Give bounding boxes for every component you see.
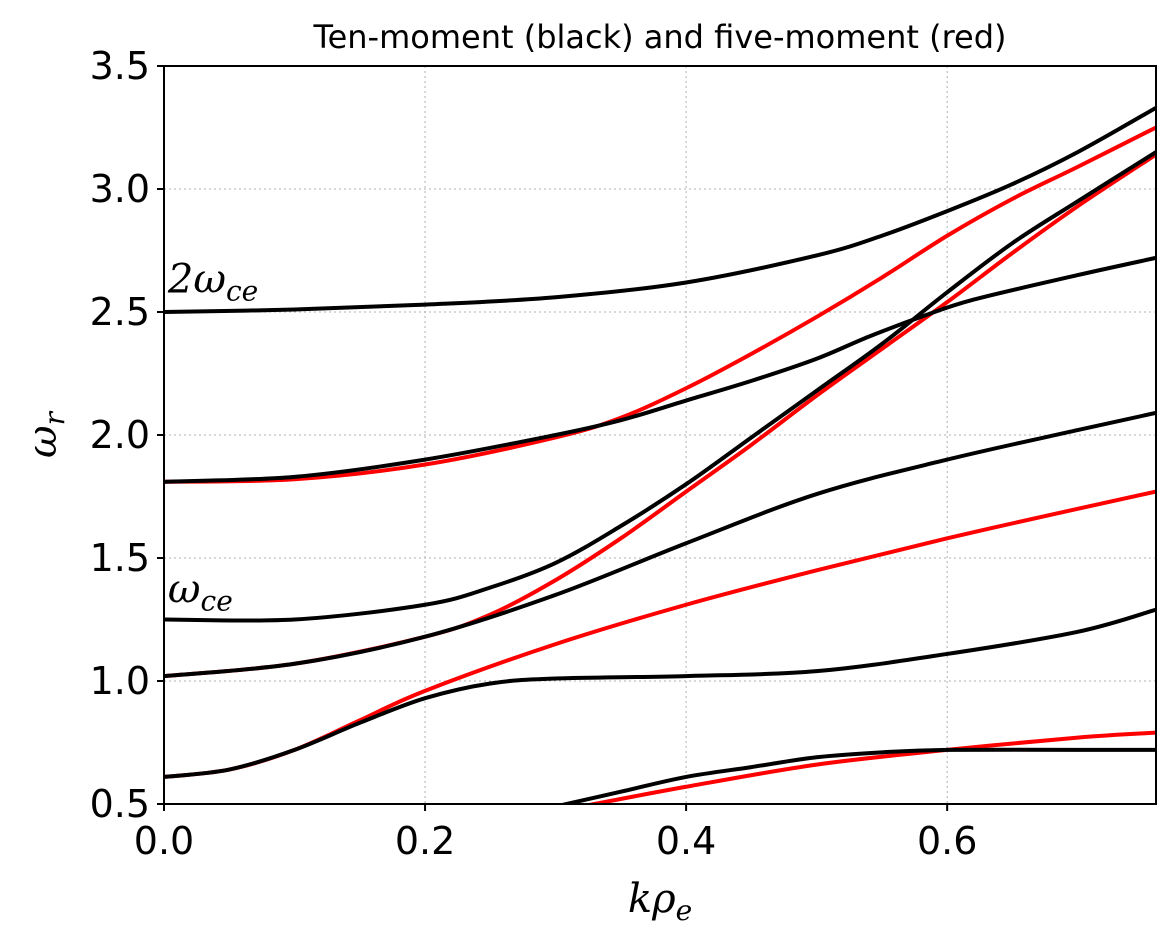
y-tick-label-5: 3.0 (90, 167, 150, 211)
ten-moment-branch-4 (164, 105, 1156, 314)
y-tick-label-0: 0.5 (90, 782, 150, 826)
x-axis-label-text: kρe (628, 876, 692, 927)
y-axis-label-text: ωr (20, 410, 71, 458)
x-axis-label: kρe (628, 876, 692, 927)
annotation-1: ωce (168, 566, 233, 617)
y-axis-label: ωr (20, 410, 71, 458)
chart-title: Ten-moment (black) and five-moment (red) (312, 18, 1006, 56)
annotation-0: 2ωce (167, 256, 258, 307)
annotations: 2ωce ωce (167, 256, 258, 617)
y-tick-label-3: 2.0 (90, 413, 150, 457)
five-moment-branch-3 (583, 730, 1156, 804)
ten-moment-branch-6 (164, 150, 1156, 623)
y-tick-label-2: 1.5 (90, 536, 150, 580)
ten-moment-branch-5 (164, 255, 1156, 484)
y-tick-label-6: 3.5 (90, 44, 150, 88)
ten-moment-branch-8 (164, 607, 1156, 779)
x-tick-label-0: 0.0 (134, 819, 194, 863)
ten-moment-branch-7 (164, 410, 1156, 679)
x-tick-label-3: 0.6 (917, 819, 977, 863)
five-moment-branch-0 (164, 125, 1156, 484)
ten-moment-branch-9 (557, 747, 1156, 804)
y-tick-label-4: 2.5 (90, 290, 150, 334)
x-tick-label-2: 0.4 (656, 819, 716, 863)
series-group (164, 105, 1156, 804)
x-tick-label-1: 0.2 (395, 819, 455, 863)
y-tick-label-1: 1.0 (90, 659, 150, 703)
ticks: 0.0 0.2 0.4 0.6 0.5 1.0 1.5 2.0 2.5 3.0 3.5 (90, 44, 978, 863)
